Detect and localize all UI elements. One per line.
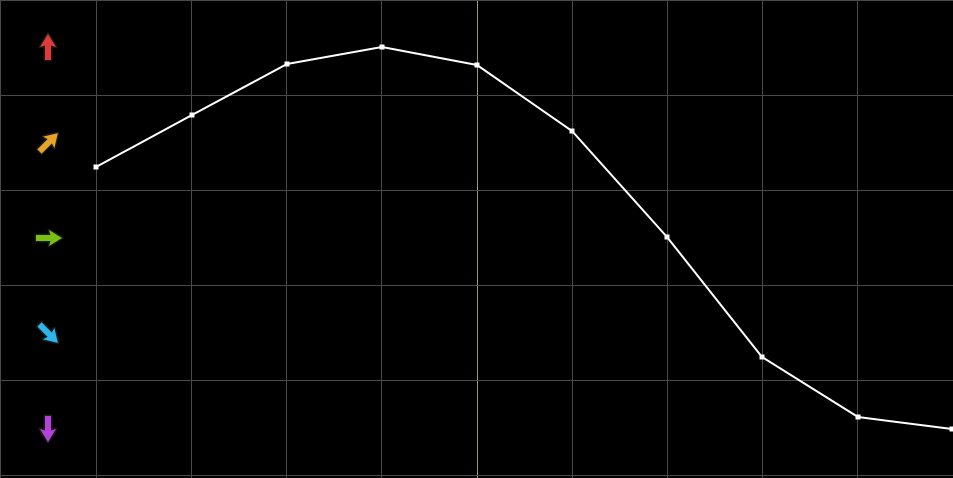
data-point-marker: [379, 44, 385, 50]
data-point-marker: [189, 112, 195, 118]
series-line: [95, 46, 953, 430]
gridline-vertical: [286, 0, 287, 478]
data-point-marker: [855, 414, 861, 420]
gridline-vertical: [762, 0, 763, 478]
data-point-marker: [474, 62, 480, 68]
gridline-horizontal: [0, 0, 953, 1]
data-point-marker: [759, 354, 765, 360]
gridline-horizontal: [0, 95, 953, 96]
gridline-vertical: [0, 0, 1, 478]
data-point-marker: [569, 128, 575, 134]
gridline-horizontal: [0, 380, 953, 381]
gridline-horizontal: [0, 190, 953, 191]
data-point-marker: [284, 61, 290, 67]
data-point-marker: [949, 426, 953, 432]
gridline-vertical: [96, 0, 97, 478]
data-point-marker: [664, 234, 670, 240]
gridline-vertical: [857, 0, 858, 478]
gridline-vertical: [191, 0, 192, 478]
axis-vertical-line: [477, 0, 478, 478]
gridline-vertical: [381, 0, 382, 478]
data-point-marker: [93, 164, 99, 170]
series-markers: [93, 44, 953, 432]
gridline-horizontal: [0, 475, 953, 476]
gridline-horizontal: [0, 285, 953, 286]
gridline-vertical: [572, 0, 573, 478]
